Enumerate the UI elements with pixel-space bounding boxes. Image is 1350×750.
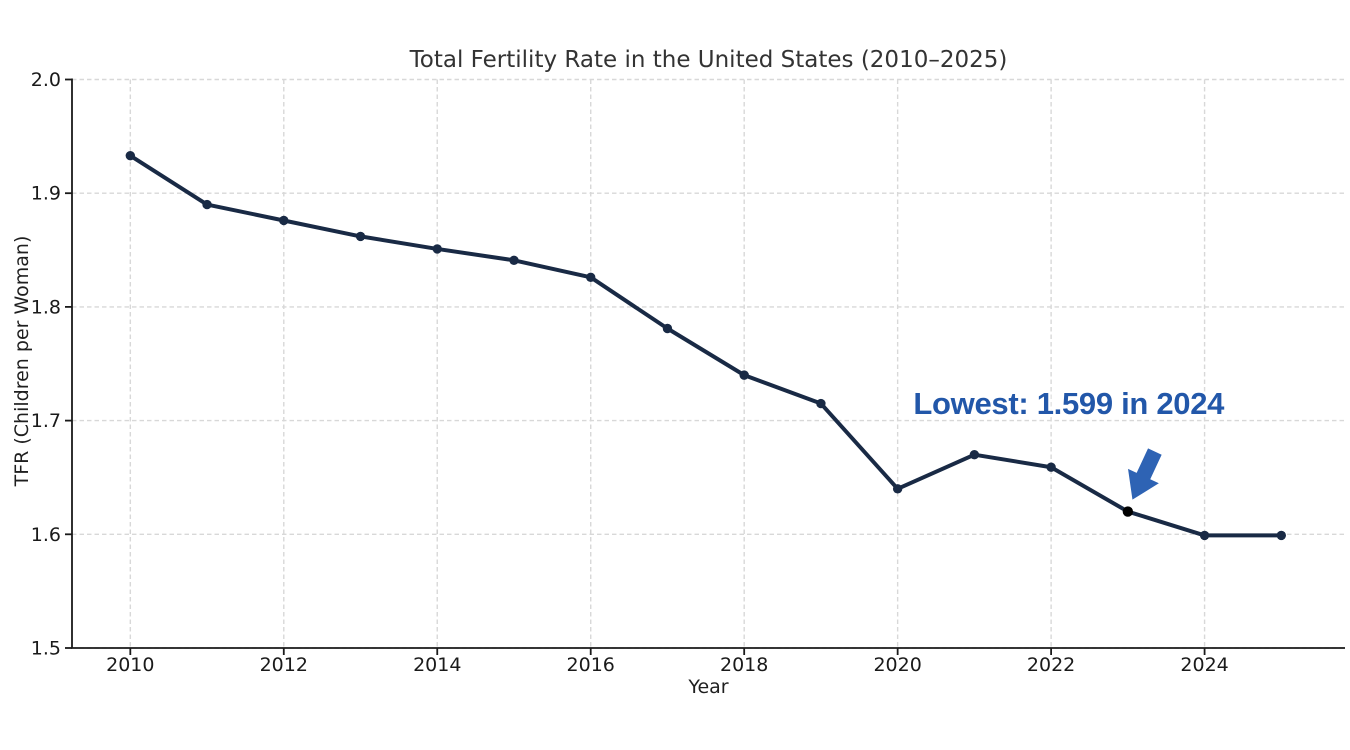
x-tick-label: 2018 [720,654,768,676]
y-tick-label: 1.7 [31,410,61,432]
lowest-point-annotation: Lowest: 1.599 in 2024 [913,386,1225,422]
data-marker [969,450,980,460]
y-tick-label: 1.8 [31,296,61,318]
data-marker [355,231,366,242]
y-axis-label: TFR (Children per Woman) [11,235,33,487]
data-marker [662,323,673,334]
data-marker [816,398,826,409]
data-marker [1199,530,1210,541]
x-tick-label: 2022 [1027,654,1075,676]
chart-title: Total Fertility Rate in the United State… [409,47,1008,73]
arrow-glyph [1126,446,1164,502]
data-marker [509,255,519,265]
data-marker [432,244,442,254]
data-line [128,153,1284,538]
data-marker [892,484,903,494]
data-marker [1276,530,1287,541]
data-marker [1046,462,1056,472]
data-marker [279,215,289,226]
data-marker [586,272,596,283]
x-tick-label: 2016 [567,654,615,676]
data-marker [202,199,212,210]
data-marker [739,370,749,380]
y-tick-label: 1.5 [31,638,61,660]
x-tick-label: 2014 [413,654,461,676]
annotation-arrow [1126,446,1164,502]
x-tick-label: 2010 [106,654,154,676]
x-axis-label: Year [688,676,729,698]
x-tick-label: 2020 [873,654,921,676]
y-tick-label: 1.6 [31,524,61,546]
highlight-marker [1122,506,1134,517]
y-tick-label: 1.9 [31,183,61,205]
y-tick-label: 2.0 [31,69,61,91]
x-tick-label: 2024 [1180,654,1228,676]
data-marker [125,150,136,161]
x-tick-label: 2012 [260,654,308,676]
